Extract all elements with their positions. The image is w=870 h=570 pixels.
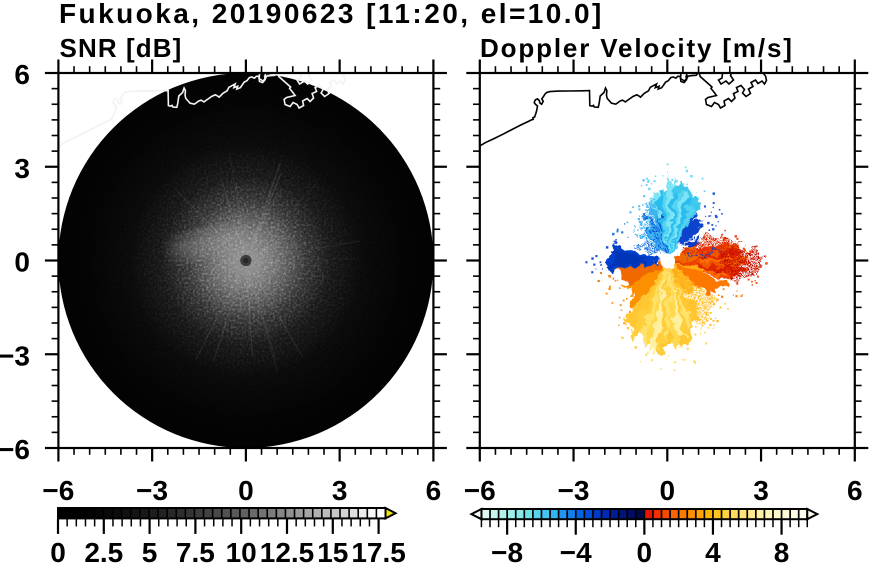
svg-text:6: 6 [14,59,30,90]
svg-text:2.5: 2.5 [84,537,123,568]
svg-text:0: 0 [50,537,66,568]
svg-text:0: 0 [660,475,676,506]
svg-text:10: 10 [226,537,257,568]
svg-text:8: 8 [774,537,790,568]
svg-text:Fukuoka, 20190623 [11:20, el=1: Fukuoka, 20190623 [11:20, el=10.0] [59,0,604,29]
svg-text:0: 0 [637,537,653,568]
svg-text:6: 6 [426,475,442,506]
svg-text:−3: −3 [558,475,590,506]
svg-text:17.5: 17.5 [351,537,406,568]
svg-text:Doppler Velocity [m/s]: Doppler Velocity [m/s] [480,33,794,63]
svg-text:6: 6 [847,475,863,506]
svg-text:−6: −6 [42,475,74,506]
svg-text:−3: −3 [0,340,30,371]
svg-text:0: 0 [238,475,254,506]
svg-text:3: 3 [14,153,30,184]
svg-text:3: 3 [753,475,769,506]
svg-text:0: 0 [14,247,30,278]
svg-text:−3: −3 [136,475,168,506]
svg-text:−4: −4 [560,537,592,568]
svg-text:4: 4 [705,537,721,568]
svg-text:7.5: 7.5 [176,537,215,568]
svg-text:−6: −6 [0,434,30,465]
svg-text:−6: −6 [464,475,496,506]
svg-text:15: 15 [317,537,348,568]
svg-text:SNR [dB]: SNR [dB] [60,33,183,63]
svg-text:12.5: 12.5 [260,537,315,568]
svg-text:−8: −8 [491,537,523,568]
svg-text:3: 3 [332,475,348,506]
svg-text:5: 5 [142,537,158,568]
